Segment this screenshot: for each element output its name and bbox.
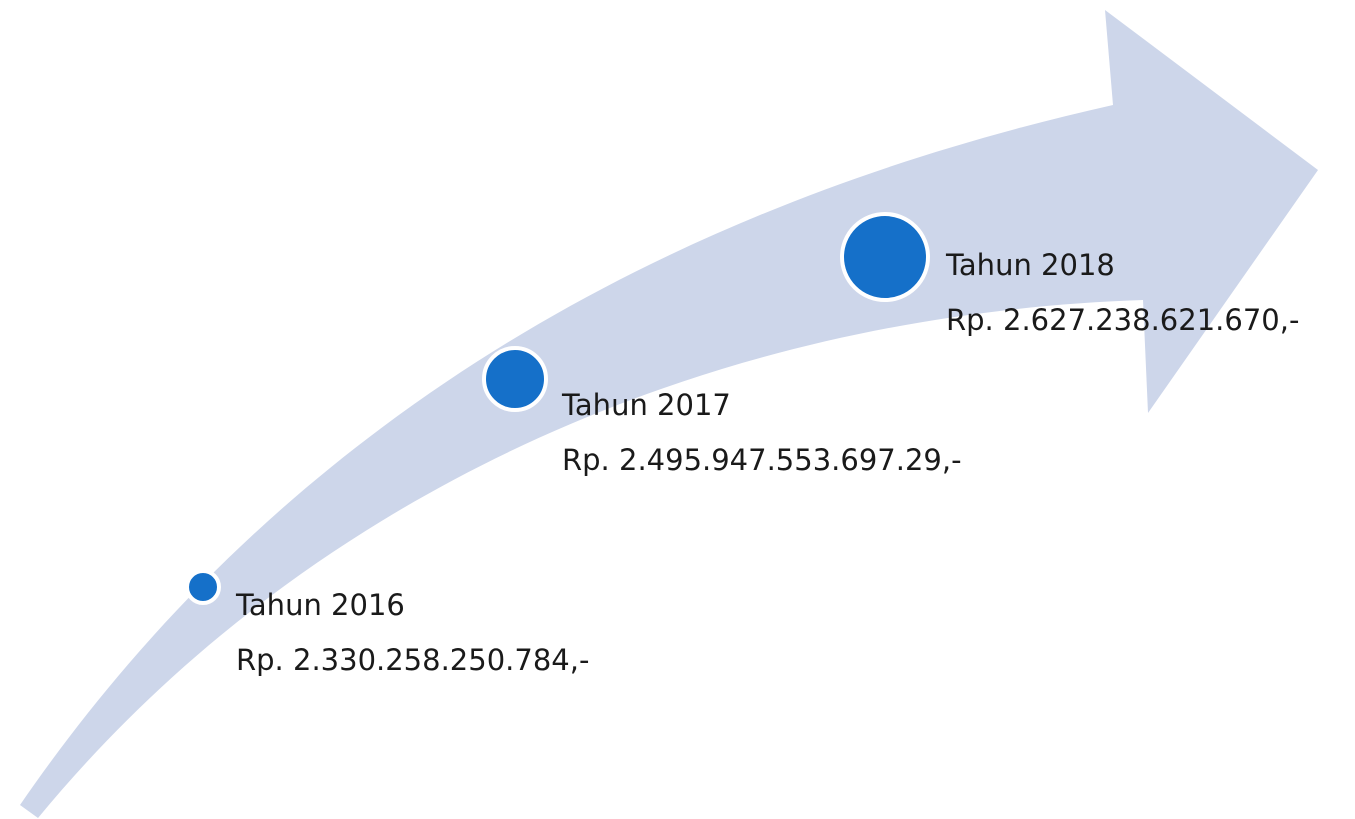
milestone-dot (185, 569, 221, 605)
growth-arrow (20, 10, 1318, 818)
milestone-dot (482, 346, 548, 412)
milestone-amount: Rp. 2.627.238.621.670,- (946, 303, 1299, 337)
milestone-amount: Rp. 2.495.947.553.697.29,- (562, 443, 962, 477)
milestone-label: Tahun 2016 (235, 588, 405, 622)
milestone-dot (840, 212, 930, 302)
milestone-label: Tahun 2018 (945, 248, 1115, 282)
milestone-amount: Rp. 2.330.258.250.784,- (236, 643, 589, 677)
milestone-label: Tahun 2017 (561, 388, 731, 422)
